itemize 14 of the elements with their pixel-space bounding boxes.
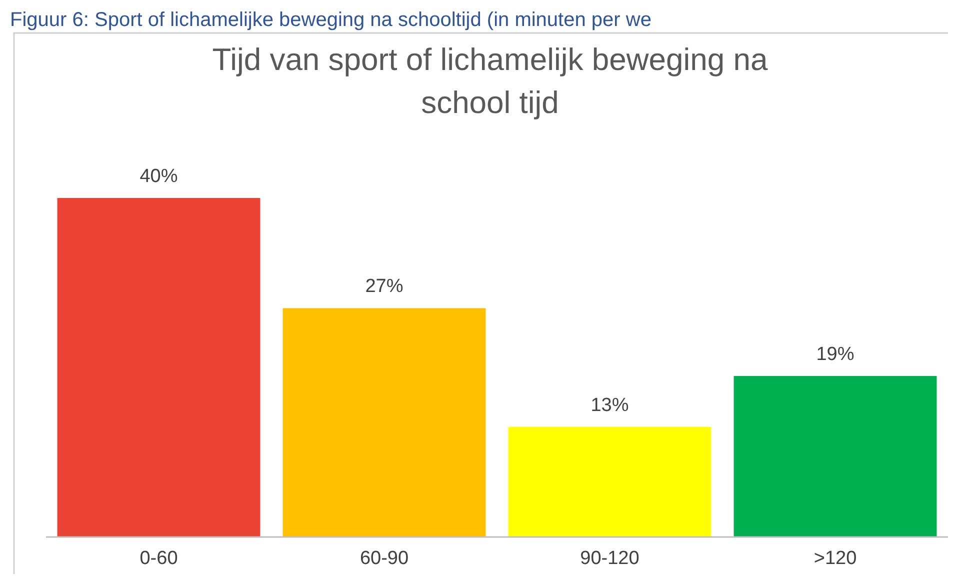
bar [57,198,260,537]
bar [282,308,486,537]
bar [508,426,712,537]
bar [734,376,937,537]
chart-title: Tijd van sport of lichamelijk beweging na school tijd [212,42,768,120]
data-label: 40% [140,166,178,187]
data-label: 19% [816,344,854,365]
x-tick-label: 0-60 [140,548,178,569]
x-tick-label: 90-120 [580,548,640,569]
data-label: 27% [365,276,404,298]
x-tick-label: >120 [814,548,857,569]
text: Figuur 6: Sport of lichamelijke beweging na schooltijd (in minuten per we [10,9,652,31]
x-tick-label: 60-90 [360,548,409,569]
data-label: 13% [590,394,629,416]
